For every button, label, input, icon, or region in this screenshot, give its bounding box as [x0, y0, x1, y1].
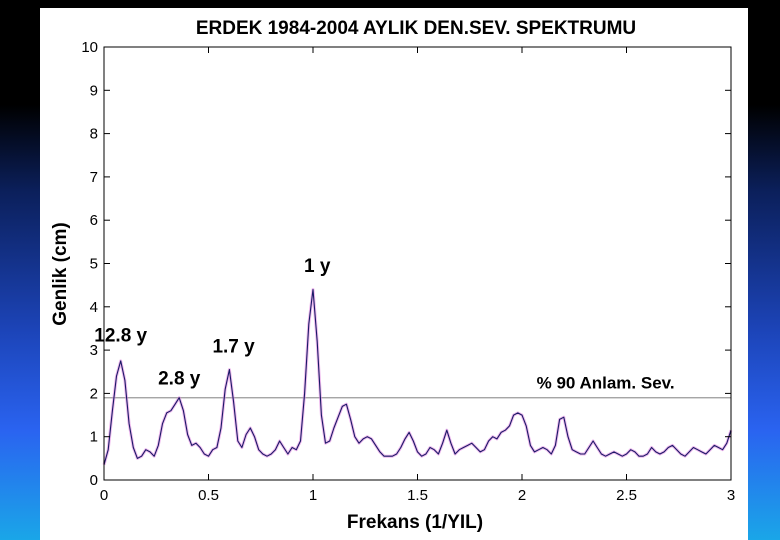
x-tick-label: 1.5 — [407, 487, 428, 504]
y-tick-label: 10 — [81, 39, 98, 56]
peak-label: 1 y — [304, 256, 331, 277]
y-axis-label: Genlik (cm) — [50, 222, 71, 325]
y-tick-label: 8 — [90, 126, 98, 143]
peak-label: 12.8 y — [94, 325, 147, 346]
peak-label: 2.8 y — [158, 369, 201, 390]
y-tick-label: 6 — [90, 212, 98, 229]
y-tick-label: 1 — [90, 429, 98, 446]
spectrum-chart: ERDEK 1984-2004 AYLIK DEN.SEV. SPEKTRUMU… — [50, 18, 735, 533]
significance-label: % 90 Anlam. Sev. — [537, 374, 675, 393]
y-tick-label: 2 — [90, 385, 98, 402]
chart-title: ERDEK 1984-2004 AYLIK DEN.SEV. SPEKTRUMU — [196, 18, 636, 39]
x-axis-label: Frekans (1/YIL) — [347, 512, 483, 533]
x-tick-label: 2.5 — [616, 487, 637, 504]
plot-area: 0 0.5 1 1.5 2 2.5 3 0 1 2 3 4 5 6 7 8 9 10 12.8 y 2.8 y 1.7 … — [81, 39, 735, 504]
plot-frame — [103, 46, 732, 481]
y-tick-label: 9 — [90, 82, 98, 99]
y-tick-label: 7 — [90, 169, 98, 186]
y-tick-label: 3 — [90, 342, 98, 359]
x-tick-label: 2 — [518, 487, 526, 504]
x-tick-label: 0.5 — [198, 487, 219, 504]
y-tick-label: 5 — [90, 256, 98, 273]
y-tick-label: 4 — [90, 299, 98, 316]
x-tick-label: 3 — [727, 487, 735, 504]
slide-panel: ERDEK 1984-2004 AYLIK DEN.SEV. SPEKTRUMU… — [40, 8, 748, 540]
peak-label: 1.7 y — [212, 336, 255, 357]
series-line — [103, 288, 732, 465]
x-tick-label: 0 — [100, 487, 108, 504]
x-tick-label: 1 — [309, 487, 317, 504]
y-tick-label: 0 — [90, 472, 98, 489]
